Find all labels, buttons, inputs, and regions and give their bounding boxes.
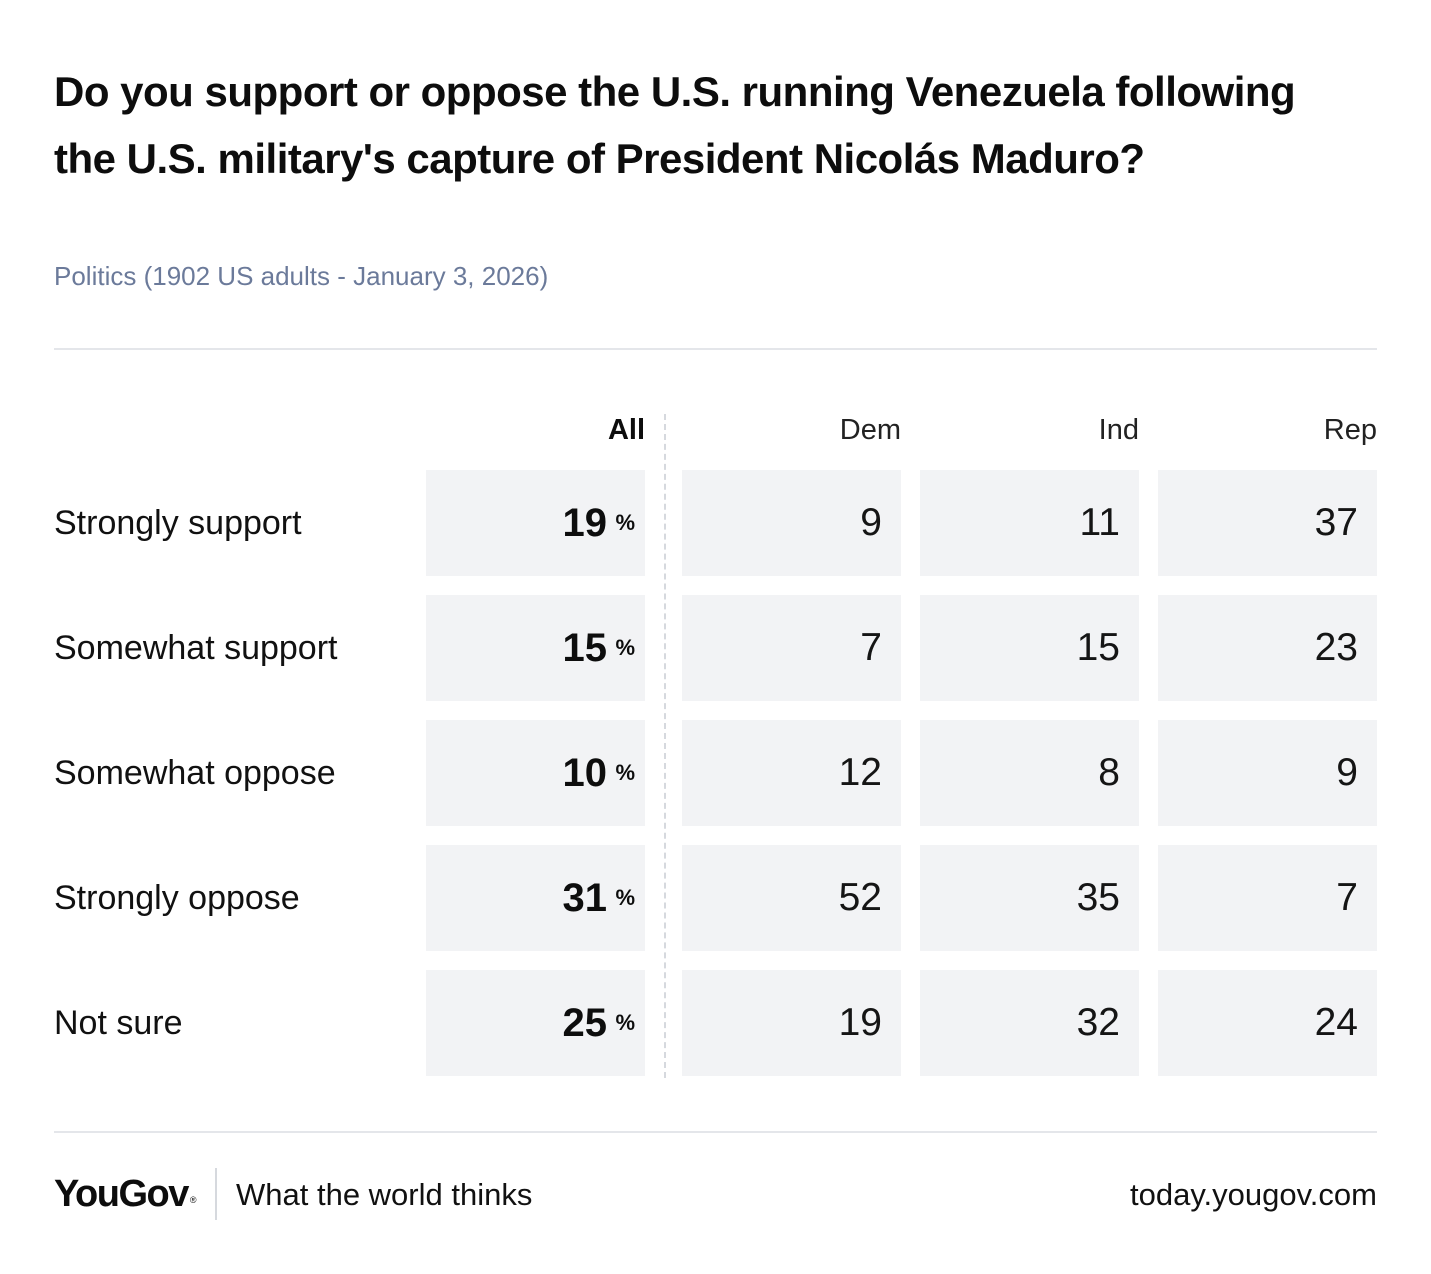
value-somewhat-support-rep: 23 [1314, 626, 1358, 669]
percent-sign: % [615, 760, 635, 785]
cell-not-sure-dem: 19 [682, 970, 901, 1076]
value-strongly-support-ind: 11 [1079, 501, 1121, 544]
value-strongly-oppose-dem: 52 [838, 876, 882, 919]
value-somewhat-oppose-rep: 9 [1336, 751, 1358, 794]
row-label-strongly-oppose: Strongly oppose [54, 879, 300, 917]
percent-sign: % [615, 1010, 635, 1035]
cell-strongly-support-all: 19% [426, 470, 645, 576]
yougov-logo: YouGov ® [54, 1173, 197, 1215]
footer-separator [215, 1168, 217, 1220]
cell-strongly-oppose-rep: 7 [1158, 845, 1377, 951]
value-somewhat-oppose-ind: 8 [1098, 751, 1120, 794]
value-strongly-support-all: 19 [562, 501, 608, 545]
cell-somewhat-oppose-rep: 9 [1158, 720, 1377, 826]
cell-somewhat-oppose-ind: 8 [920, 720, 1139, 826]
chart-title: Do you support or oppose the U.S. runnin… [54, 68, 1296, 182]
row-label-strongly-support: Strongly support [54, 504, 302, 542]
tagline: What the world thinks [236, 1177, 533, 1212]
cell-somewhat-support-ind: 15 [920, 595, 1139, 701]
cell-not-sure-all: 25% [426, 970, 645, 1076]
bottom-divider [54, 1131, 1377, 1133]
cell-strongly-oppose-ind: 35 [920, 845, 1139, 951]
cell-somewhat-oppose-dem: 12 [682, 720, 901, 826]
value-strongly-support-dem: 9 [860, 501, 882, 544]
row-label-somewhat-support: Somewhat support [54, 629, 338, 667]
cell-somewhat-support-rep: 23 [1158, 595, 1377, 701]
row-label-somewhat-oppose: Somewhat oppose [54, 754, 336, 792]
cell-somewhat-support-all: 15% [426, 595, 645, 701]
value-somewhat-support-dem: 7 [860, 626, 882, 669]
row-label-not-sure: Not sure [54, 1004, 183, 1042]
cell-somewhat-support-dem: 7 [682, 595, 901, 701]
value-strongly-oppose-ind: 35 [1076, 876, 1120, 919]
value-strongly-oppose-all: 31 [562, 876, 608, 920]
column-header-dem: Dem [839, 414, 901, 446]
value-strongly-support-rep: 37 [1314, 501, 1358, 544]
cell-not-sure-rep: 24 [1158, 970, 1377, 1076]
percent-sign: % [615, 885, 635, 910]
cell-strongly-support-ind: 11 [920, 470, 1139, 576]
percent-sign: % [615, 635, 635, 660]
percent-sign: % [615, 510, 635, 535]
cell-not-sure-ind: 32 [920, 970, 1139, 1076]
value-somewhat-oppose-all: 10 [562, 751, 608, 795]
column-divider [664, 414, 666, 1078]
top-divider [54, 348, 1377, 350]
value-not-sure-rep: 24 [1314, 1001, 1358, 1044]
cell-strongly-support-rep: 37 [1158, 470, 1377, 576]
value-somewhat-oppose-dem: 12 [838, 751, 882, 794]
site-url: today.yougov.com [1130, 1177, 1377, 1212]
value-somewhat-support-ind: 15 [1076, 626, 1120, 669]
cell-strongly-support-dem: 9 [682, 470, 901, 576]
column-header-all: All [607, 414, 645, 446]
value-strongly-oppose-rep: 7 [1336, 876, 1358, 919]
value-not-sure-ind: 32 [1076, 1001, 1120, 1044]
value-not-sure-all: 25 [562, 1001, 608, 1045]
cell-somewhat-oppose-all: 10% [426, 720, 645, 826]
value-somewhat-support-all: 15 [562, 626, 608, 670]
column-header-ind: Ind [1098, 414, 1139, 446]
column-header-rep: Rep [1323, 414, 1377, 446]
cell-strongly-oppose-dem: 52 [682, 845, 901, 951]
cell-strongly-oppose-all: 31% [426, 845, 645, 951]
value-not-sure-dem: 19 [838, 1001, 882, 1044]
chart-subtitle: Politics (1902 US adults - January 3, 20… [54, 261, 549, 291]
